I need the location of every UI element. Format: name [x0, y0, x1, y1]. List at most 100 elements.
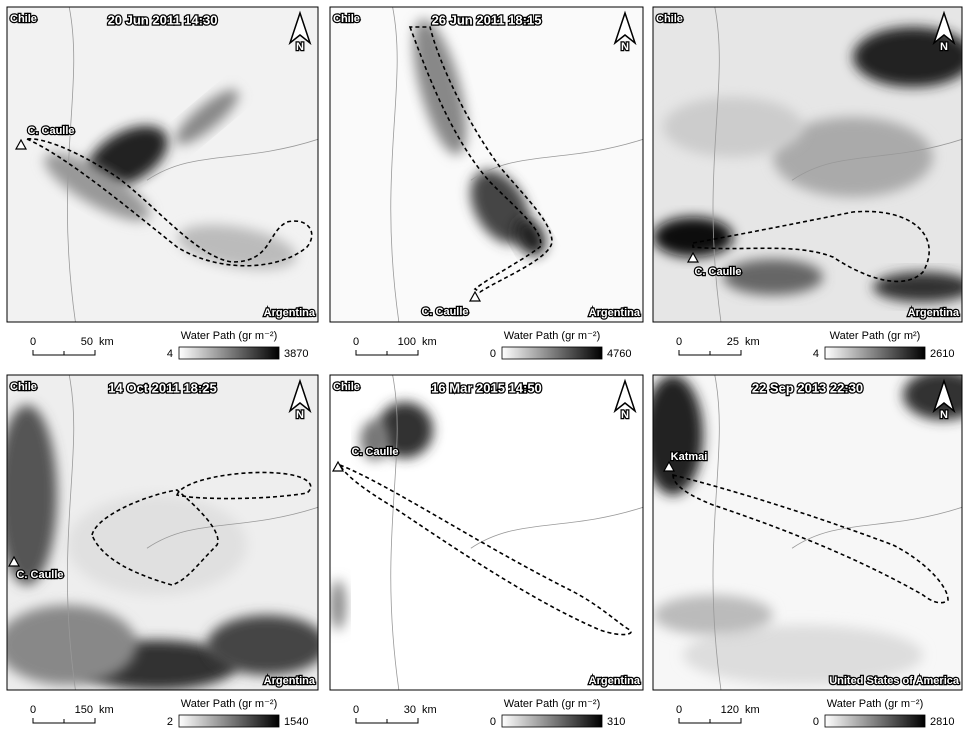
- map-panel: C. Caulle 20 Jun 2011 14:30 Chile Argentina…: [6, 6, 319, 323]
- scale-unit: km: [99, 704, 114, 716]
- colorbar-max: 1540: [284, 716, 308, 728]
- north-label: N: [621, 41, 629, 53]
- country-label: Argentina: [589, 675, 641, 687]
- cloud: [175, 89, 239, 145]
- panel-frame: [652, 6, 963, 323]
- scale-unit: km: [422, 704, 437, 716]
- scale-end: 50: [81, 336, 93, 348]
- scale-end: 30: [404, 704, 416, 716]
- cloud: [360, 420, 390, 460]
- scale-unit: km: [745, 704, 760, 716]
- volcano-marker: [7, 555, 21, 567]
- border-line: [390, 7, 400, 322]
- border-line: [146, 138, 318, 181]
- map-image: C. Caulle 26 Jun 2011 18:15 Chile Argentina…: [330, 7, 643, 322]
- panel-frame: [6, 6, 319, 323]
- scale-end: 120: [721, 704, 739, 716]
- colorbar-min: 0: [490, 348, 496, 360]
- cloud: [44, 153, 150, 221]
- colorbar-max: 2610: [930, 348, 954, 360]
- country-label: Chile: [10, 381, 37, 393]
- scale-start: 0: [676, 704, 682, 716]
- map-image: C. Caulle Chile Argentina N: [653, 7, 962, 322]
- cloud: [653, 595, 773, 635]
- colorbar: [501, 346, 603, 360]
- cloud: [177, 224, 297, 270]
- legend: 0 25 km Water Path (gr m²) 4 2610: [676, 330, 955, 360]
- date-label: 16 Mar 2015 14:50: [431, 380, 542, 395]
- north-arrow: [288, 10, 312, 46]
- north-label: N: [940, 41, 948, 53]
- cloud: [653, 375, 703, 495]
- date-label: 20 Jun 2011 14:30: [108, 12, 218, 27]
- volcano-label: C. Caulle: [694, 266, 741, 278]
- cloud: [7, 405, 57, 585]
- scale-bar: [355, 350, 419, 356]
- scale-unit: km: [99, 336, 114, 348]
- border-line: [470, 506, 643, 549]
- cloud: [7, 605, 137, 685]
- cloud: [67, 495, 247, 595]
- volcano-label: C. Caulle: [27, 125, 74, 137]
- cloud: [207, 615, 318, 675]
- map-background: [330, 7, 643, 322]
- colorbar-min: 4: [167, 348, 173, 360]
- colorbar: [178, 714, 280, 728]
- cloud: [773, 117, 933, 197]
- north-arrow: [613, 10, 637, 46]
- volcano-marker: [14, 138, 28, 150]
- scale-unit: km: [745, 336, 760, 348]
- plume-outline: [23, 138, 313, 267]
- map-image: Katmai 22 Sep 2013 22:30 United States of …: [653, 375, 962, 690]
- scale-start: 0: [30, 704, 36, 716]
- colorbar: [501, 714, 603, 728]
- scale-end: 100: [398, 336, 416, 348]
- north-label: N: [296, 41, 304, 53]
- border-line: [390, 375, 400, 690]
- colorbar-max: 310: [607, 716, 625, 728]
- country-label: United States of America: [829, 675, 960, 687]
- colorbar-max: 3870: [284, 348, 308, 360]
- cloud: [903, 375, 962, 420]
- scale-end: 150: [75, 704, 93, 716]
- border-line: [712, 375, 722, 690]
- date-label: 26 Jun 2011 18:15: [432, 12, 542, 27]
- map-panel: Katmai 22 Sep 2013 22:30 United States of …: [652, 374, 963, 691]
- country-label: Argentina: [264, 307, 316, 319]
- border-line: [470, 138, 643, 181]
- north-arrow: [932, 10, 956, 46]
- scale-bar: [678, 718, 742, 724]
- north-arrow: [288, 378, 312, 414]
- scale-unit: km: [422, 336, 437, 348]
- scale-start: 0: [676, 336, 682, 348]
- volcano-marker: [686, 251, 700, 263]
- country-label: Chile: [10, 13, 37, 25]
- scale-start: 0: [353, 336, 359, 348]
- volcano-marker: [331, 460, 345, 472]
- north-label: N: [940, 409, 948, 421]
- north-label: N: [296, 409, 304, 421]
- legend: 0 120 km Water Path (gr m⁻²) 0 2810: [676, 698, 955, 728]
- colorbar-label: Water Path (gr m⁻²): [181, 698, 277, 710]
- plume-outline: [408, 26, 553, 293]
- volcano-marker: [468, 290, 482, 302]
- border-line: [791, 506, 962, 549]
- scale-bar: [678, 350, 742, 356]
- north-arrow: [932, 378, 956, 414]
- border-line: [791, 138, 962, 181]
- colorbar-min: 4: [813, 348, 819, 360]
- colorbar-min: 2: [167, 716, 173, 728]
- cloud: [470, 170, 530, 244]
- plume-outline: [91, 489, 219, 586]
- scale-bar: [355, 718, 419, 724]
- legend: 0 30 km Water Path (gr m⁻²) 0 310: [353, 698, 625, 728]
- map-panel: C. Caulle Chile Argentina N: [652, 6, 963, 323]
- colorbar-min: 0: [813, 716, 819, 728]
- colorbar-label: Water Path (gr m⁻²): [504, 330, 600, 342]
- panel-frame: [329, 374, 644, 691]
- scale-end: 25: [727, 336, 739, 348]
- colorbar: [178, 346, 280, 360]
- colorbar-label: Water Path (gr m²): [830, 330, 921, 342]
